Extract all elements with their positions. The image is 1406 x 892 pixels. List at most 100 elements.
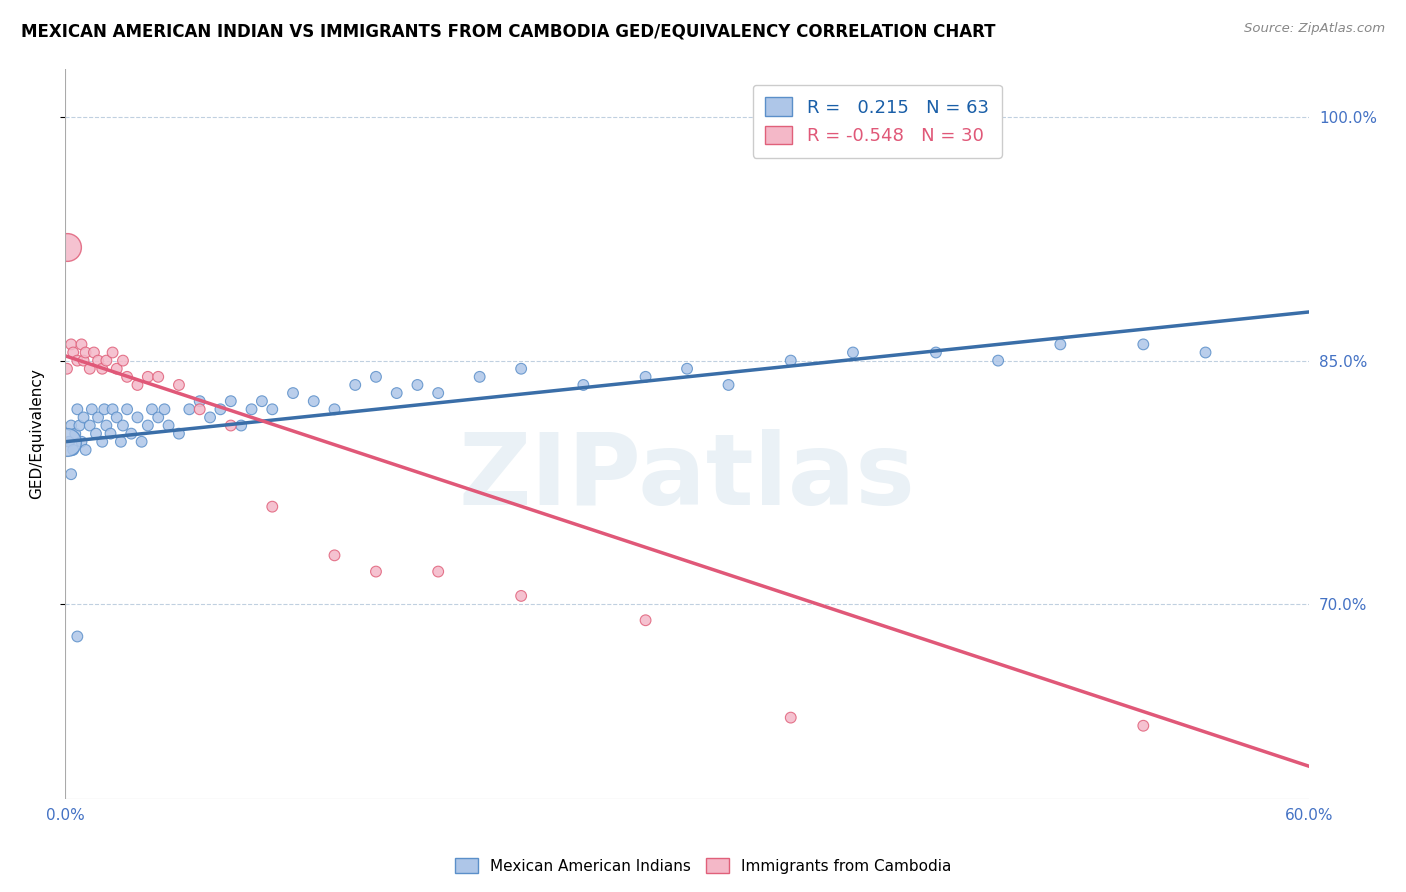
Point bbox=[250, 394, 273, 409]
Point bbox=[105, 361, 128, 376]
Point bbox=[1049, 337, 1071, 351]
Point bbox=[66, 402, 89, 417]
Point bbox=[634, 369, 657, 384]
Point bbox=[427, 565, 450, 579]
Point bbox=[80, 402, 103, 417]
Point bbox=[58, 434, 80, 449]
Point bbox=[87, 410, 110, 425]
Point bbox=[75, 442, 97, 457]
Point bbox=[93, 402, 115, 417]
Point bbox=[302, 394, 325, 409]
Point bbox=[167, 378, 190, 392]
Point bbox=[364, 565, 387, 579]
Y-axis label: GED/Equivalency: GED/Equivalency bbox=[30, 368, 44, 500]
Text: ZIPatlas: ZIPatlas bbox=[458, 429, 915, 526]
Point bbox=[231, 418, 253, 433]
Point bbox=[925, 345, 948, 359]
Point bbox=[344, 378, 367, 392]
Point bbox=[66, 630, 89, 644]
Point bbox=[83, 345, 105, 359]
Point bbox=[79, 418, 101, 433]
Point bbox=[91, 434, 114, 449]
Point bbox=[779, 353, 801, 368]
Point bbox=[779, 711, 801, 725]
Point bbox=[510, 589, 533, 603]
Point bbox=[842, 345, 865, 359]
Point bbox=[111, 418, 134, 433]
Point bbox=[385, 386, 408, 401]
Point bbox=[127, 410, 149, 425]
Point bbox=[141, 402, 163, 417]
Point bbox=[240, 402, 263, 417]
Point bbox=[70, 337, 93, 351]
Point bbox=[70, 434, 93, 449]
Point bbox=[262, 402, 284, 417]
Point bbox=[1132, 719, 1154, 733]
Point bbox=[427, 386, 450, 401]
Point bbox=[634, 613, 657, 627]
Point bbox=[179, 402, 201, 417]
Point bbox=[60, 337, 83, 351]
Point bbox=[717, 378, 740, 392]
Point bbox=[115, 369, 138, 384]
Point bbox=[148, 369, 170, 384]
Point bbox=[323, 402, 346, 417]
Point bbox=[115, 402, 138, 417]
Point bbox=[676, 361, 699, 376]
Point bbox=[66, 353, 89, 368]
Point bbox=[148, 410, 170, 425]
Point bbox=[157, 418, 180, 433]
Point bbox=[79, 361, 101, 376]
Point bbox=[406, 378, 429, 392]
Point bbox=[131, 434, 153, 449]
Point bbox=[96, 418, 118, 433]
Point bbox=[136, 369, 159, 384]
Point bbox=[1132, 337, 1154, 351]
Point bbox=[364, 369, 387, 384]
Point bbox=[188, 394, 211, 409]
Point bbox=[96, 353, 118, 368]
Point bbox=[62, 345, 84, 359]
Point bbox=[56, 361, 79, 376]
Point bbox=[72, 353, 94, 368]
Point bbox=[323, 549, 346, 563]
Point bbox=[987, 353, 1010, 368]
Point bbox=[65, 426, 87, 441]
Point bbox=[198, 410, 221, 425]
Point bbox=[101, 345, 124, 359]
Point bbox=[468, 369, 491, 384]
Point bbox=[91, 361, 114, 376]
Point bbox=[105, 410, 128, 425]
Point bbox=[281, 386, 304, 401]
Point bbox=[60, 418, 83, 433]
Point bbox=[219, 394, 242, 409]
Point bbox=[75, 345, 97, 359]
Point bbox=[72, 410, 94, 425]
Legend: Mexican American Indians, Immigrants from Cambodia: Mexican American Indians, Immigrants fro… bbox=[449, 852, 957, 880]
Point bbox=[60, 467, 83, 482]
Point bbox=[56, 240, 79, 254]
Point bbox=[111, 353, 134, 368]
Text: Source: ZipAtlas.com: Source: ZipAtlas.com bbox=[1244, 22, 1385, 36]
Point bbox=[56, 434, 79, 449]
Point bbox=[209, 402, 232, 417]
Point bbox=[219, 418, 242, 433]
Point bbox=[110, 434, 132, 449]
Point bbox=[62, 442, 84, 457]
Legend: R =   0.215   N = 63, R = -0.548   N = 30: R = 0.215 N = 63, R = -0.548 N = 30 bbox=[752, 85, 1001, 158]
Point bbox=[87, 353, 110, 368]
Point bbox=[127, 378, 149, 392]
Point bbox=[1194, 345, 1216, 359]
Point bbox=[153, 402, 176, 417]
Point bbox=[188, 402, 211, 417]
Point bbox=[572, 378, 595, 392]
Text: MEXICAN AMERICAN INDIAN VS IMMIGRANTS FROM CAMBODIA GED/EQUIVALENCY CORRELATION : MEXICAN AMERICAN INDIAN VS IMMIGRANTS FR… bbox=[21, 22, 995, 40]
Point bbox=[84, 426, 107, 441]
Point bbox=[101, 402, 124, 417]
Point bbox=[120, 426, 142, 441]
Point bbox=[262, 500, 284, 514]
Point bbox=[67, 418, 90, 433]
Point bbox=[167, 426, 190, 441]
Point bbox=[510, 361, 533, 376]
Point bbox=[136, 418, 159, 433]
